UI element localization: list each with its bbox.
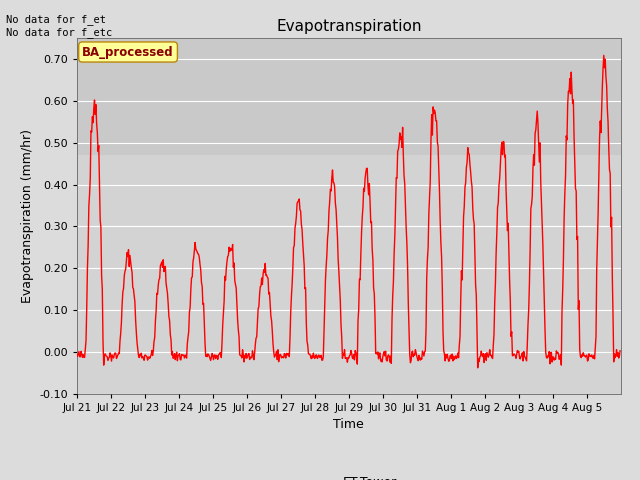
Legend: ET-Tower: ET-Tower — [296, 471, 401, 480]
Y-axis label: Evapotranspiration (mm/hr): Evapotranspiration (mm/hr) — [20, 129, 33, 303]
X-axis label: Time: Time — [333, 418, 364, 431]
Bar — [77, 38, 621, 156]
Text: BA_processed: BA_processed — [82, 46, 174, 59]
Title: Evapotranspiration: Evapotranspiration — [276, 20, 422, 35]
Text: No data for f_et
No data for f_etc: No data for f_et No data for f_etc — [6, 14, 113, 38]
